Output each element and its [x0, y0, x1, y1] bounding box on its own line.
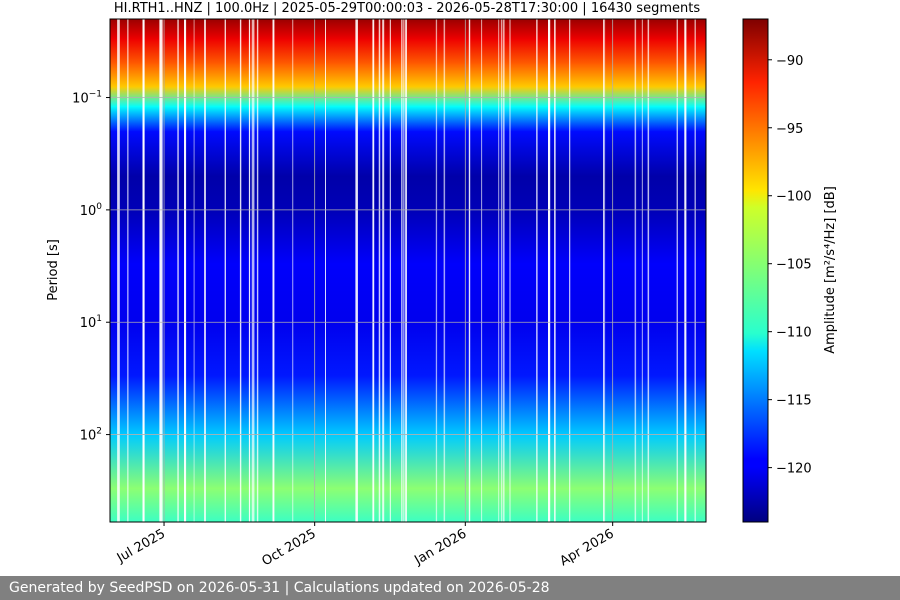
- spectrogram-bands: [110, 19, 706, 522]
- data-gap: [193, 19, 195, 522]
- data-gap: [127, 19, 129, 522]
- spectrogram-band: [110, 434, 706, 489]
- x-tick-label: Jul 2025: [114, 526, 168, 566]
- spectrogram-band: [110, 488, 706, 522]
- data-gap: [435, 19, 438, 522]
- colorbar-tick-label: −115: [776, 394, 812, 409]
- data-gap: [641, 19, 643, 522]
- data-gap: [372, 19, 374, 522]
- data-gap: [292, 19, 294, 522]
- data-gap: [204, 19, 206, 522]
- x-tick-label: Apr 2026: [557, 526, 616, 569]
- colorbar: [742, 18, 769, 523]
- data-gap: [468, 19, 471, 522]
- data-gap: [356, 19, 358, 522]
- data-gap: [252, 19, 255, 522]
- data-gap: [272, 19, 275, 522]
- grid-lines: [110, 19, 706, 522]
- data-gap: [251, 19, 254, 522]
- spectrogram-band: [110, 209, 706, 264]
- data-gap: [355, 19, 357, 522]
- data-gap: [676, 19, 678, 522]
- data-gap: [160, 19, 163, 522]
- data-gap: [694, 19, 696, 522]
- data-gap: [634, 19, 637, 522]
- plot-frame: [109, 18, 707, 523]
- x-tick-label: Jan 2026: [411, 526, 469, 568]
- spectrogram-band: [110, 86, 706, 107]
- y-axis-label: Period [s]: [46, 239, 61, 301]
- data-gap: [554, 19, 556, 522]
- data-gap: [161, 19, 163, 522]
- data-gap: [378, 19, 381, 522]
- data-gap: [502, 19, 505, 522]
- spectrogram-band: [110, 106, 706, 132]
- data-gap: [647, 19, 650, 522]
- data-gap: [118, 19, 120, 522]
- data-gap: [401, 19, 402, 522]
- chart-title: HI.RTH1..HNZ | 100.0Hz | 2025-05-29T00:0…: [114, 1, 700, 16]
- colorbar-tick-label: −100: [776, 190, 812, 205]
- data-gap: [405, 19, 407, 522]
- y-tick-label: 102: [80, 427, 102, 444]
- data-gap: [402, 19, 404, 522]
- data-gap: [325, 19, 326, 522]
- data-gap: [382, 19, 385, 522]
- x-axis: Jul 2025 Oct 2025 Jan 2026 Apr 2026: [114, 522, 617, 569]
- data-gap: [548, 19, 551, 522]
- spectrogram-band: [110, 63, 706, 88]
- data-gap: [248, 19, 251, 522]
- data-gap: [481, 19, 483, 522]
- colorbar-tick-label: −120: [776, 462, 812, 477]
- x-tick-label: Oct 2025: [259, 526, 318, 569]
- data-gap: [117, 19, 119, 522]
- psd-spectrogram-chart: HI.RTH1..HNZ | 100.0Hz | 2025-05-29T00:0…: [46, 1, 838, 569]
- data-gap: [443, 19, 446, 522]
- data-gap: [177, 19, 179, 522]
- data-gap: [373, 19, 375, 522]
- data-gap: [548, 19, 550, 522]
- data-gap: [569, 19, 571, 522]
- spectrogram-band: [110, 131, 706, 177]
- data-gap: [142, 19, 145, 522]
- spectrogram-plot-area: [110, 19, 706, 522]
- colorbar-tick-label: −95: [776, 122, 803, 137]
- spectrogram-band: [110, 176, 706, 211]
- data-gap: [224, 19, 226, 522]
- data-gap: [603, 19, 606, 522]
- data-gap: [161, 19, 163, 522]
- data-gap: [184, 19, 187, 522]
- data-gaps: [117, 19, 696, 522]
- data-gap: [239, 19, 242, 522]
- colorbar-tick-label: −105: [776, 258, 812, 273]
- spectrogram-band: [110, 375, 706, 436]
- data-gap: [498, 19, 500, 522]
- colorbar-tick-label: −90: [776, 54, 803, 69]
- footer-status: Generated by SeedPSD on 2026-05-31 | Cal…: [0, 576, 900, 600]
- data-gap: [509, 19, 511, 522]
- data-gap: [684, 19, 687, 522]
- data-gap: [500, 19, 502, 522]
- y-axis: 10−1 100 101 102: [72, 90, 110, 444]
- spectrogram-band: [110, 322, 706, 377]
- colorbar-ticks: −90 −95 −100 −105 −110 −115 −120: [768, 54, 812, 477]
- spectrogram-band: [110, 263, 706, 323]
- data-gap: [536, 19, 538, 522]
- y-tick-label: 101: [80, 314, 102, 331]
- data-gap: [389, 19, 391, 522]
- spectrogram-band: [110, 19, 706, 40]
- y-tick-label: 10−1: [72, 90, 102, 107]
- spectrogram-band: [110, 38, 706, 65]
- data-gap: [256, 19, 259, 522]
- data-gap: [404, 19, 406, 522]
- colorbar-label: Amplitude [m²/s⁴/Hz] [dB]: [823, 186, 838, 354]
- y-tick-label: 100: [80, 202, 103, 219]
- colorbar-tick-label: −110: [776, 326, 812, 341]
